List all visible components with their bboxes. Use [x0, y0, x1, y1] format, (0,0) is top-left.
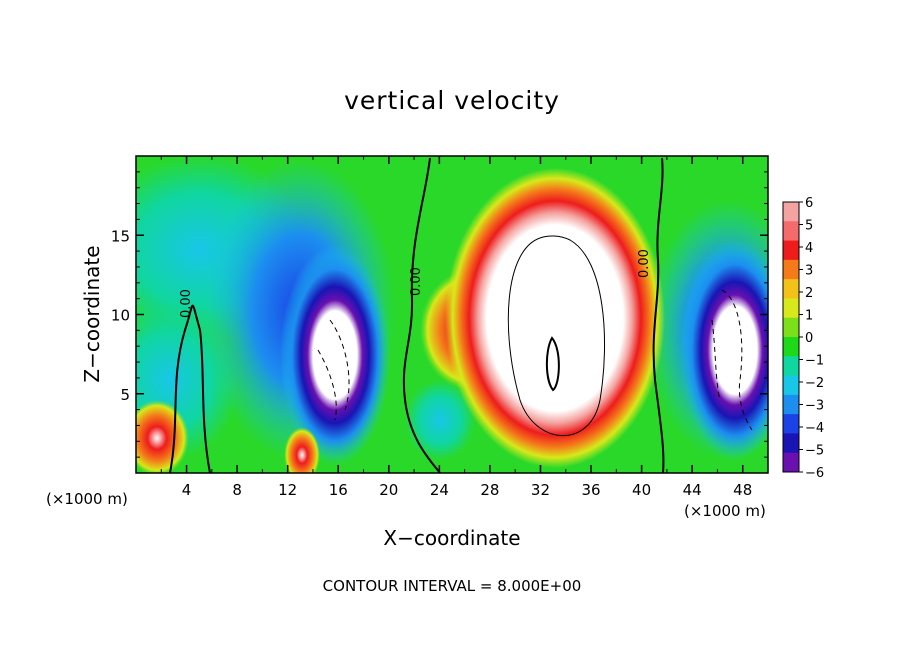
heatmap-field: 0.00 0.00 0.00: [136, 156, 768, 473]
x-axis: 4 8 12 16 20 24 28 32 36 40 44 48: [160, 156, 752, 499]
y-tick-label: 10: [111, 307, 130, 325]
colorbar-label: 5: [805, 219, 813, 234]
x-tick-label: 36: [581, 481, 600, 499]
colorbar: 6 5 4 3 2 1 0 −1 −2 −3 −4 −5 −6: [782, 196, 824, 481]
colorbar-label: −4: [805, 421, 824, 436]
colorbar-swatch: [783, 356, 799, 377]
x-tick-label: 8: [232, 481, 242, 499]
colorbar-label: −5: [805, 444, 824, 459]
colorbar-swatch: [783, 433, 799, 454]
x-axis-label: X−coordinate: [383, 526, 521, 550]
field-warm-low-mid: [284, 427, 320, 473]
contour-dashed-left: [317, 319, 350, 421]
x-unit-label-left: (×1000 m): [46, 490, 128, 508]
colorbar-swatch: [783, 221, 799, 242]
contour-dashed-right: [711, 289, 753, 431]
y-axis-label: Z−coordinate: [80, 245, 104, 383]
x-tick-label: 4: [182, 481, 192, 499]
x-tick-label: 20: [379, 481, 398, 499]
chart-title: vertical velocity: [344, 86, 560, 115]
colorbar-label: 0: [805, 331, 813, 346]
colorbar-label: −2: [805, 376, 824, 391]
colorbar-swatch: [783, 279, 799, 299]
x-tick-label: 28: [480, 481, 499, 499]
colorbar-swatch: [783, 202, 799, 222]
colorbar-swatch: [783, 394, 799, 415]
contour-zero-right: [652, 157, 665, 473]
x-tick-label: 48: [733, 481, 752, 499]
colorbar-swatch: [783, 337, 799, 357]
x-tick-label: 12: [278, 481, 297, 499]
colorbar-swatch: [783, 414, 799, 434]
colorbar-label: −6: [805, 466, 824, 481]
colorbar-label: −3: [805, 399, 824, 414]
y-axis: 5 10 15: [111, 171, 768, 458]
colorbar-swatch: [783, 317, 799, 338]
x-tick-label: 44: [683, 481, 702, 499]
contour-label-center: 0.00: [409, 267, 424, 296]
colorbar-swatch: [783, 259, 799, 280]
contour-core-center: [545, 336, 560, 392]
x-tick-label: 24: [430, 481, 449, 499]
contour-label-right: 0.00: [637, 249, 652, 278]
x-tick-label: 32: [531, 481, 550, 499]
y-tick-label: 5: [120, 386, 130, 404]
field-warm-low-left: [136, 400, 189, 473]
colorbar-label: 6: [805, 196, 813, 211]
contour-zero-center: [402, 157, 441, 473]
contour-interval-note: CONTOUR INTERVAL = 8.000E+00: [322, 577, 582, 595]
field-downdraft-left: [280, 245, 390, 465]
field-downdraft-right: [680, 240, 768, 460]
colorbar-swatch: [783, 375, 799, 396]
field-cyan-mid: [405, 380, 475, 460]
colorbar-label: 1: [805, 309, 813, 324]
colorbar-swatch: [783, 240, 799, 261]
field-updraft-core: [445, 168, 665, 468]
colorbar-label: 2: [805, 286, 813, 301]
x-tick-label: 40: [632, 481, 651, 499]
colorbar-label: −1: [805, 354, 824, 369]
colorbar-label: 3: [805, 264, 813, 279]
y-tick-label: 15: [111, 227, 130, 245]
colorbar-swatch: [783, 298, 799, 319]
x-unit-label-right: (×1000 m): [684, 502, 766, 520]
colorbar-label: 4: [805, 241, 813, 256]
contour-label-left: 0.00: [179, 289, 194, 318]
colorbar-swatch: [783, 452, 799, 473]
x-tick-label: 16: [329, 481, 348, 499]
contour-core-inner: [507, 235, 606, 437]
contour-zero-left: [169, 304, 211, 473]
